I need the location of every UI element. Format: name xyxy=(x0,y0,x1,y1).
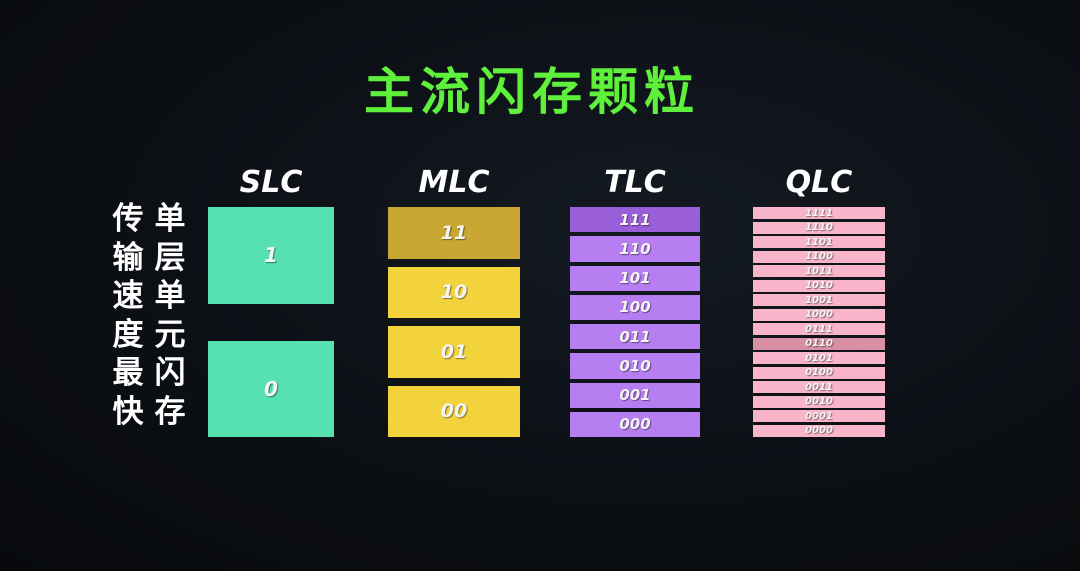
cell-state-1001: 1001 xyxy=(753,294,885,307)
cell-state-1110: 1110 xyxy=(753,221,885,234)
cell-state-1011: 1011 xyxy=(753,265,885,278)
side-char: 闪 xyxy=(154,355,186,391)
side-char: 度 xyxy=(112,316,144,353)
side-char: 速 xyxy=(112,278,144,314)
side-char: 输 xyxy=(112,239,144,276)
side-char: 存 xyxy=(154,393,186,430)
cell-state-0111: 0111 xyxy=(753,323,885,336)
side-char: 最 xyxy=(112,355,144,391)
column-mlc: MLC 11 10 01 00 xyxy=(388,165,520,437)
column-tlc: TLC 111 110 101 100 011 010 001 000 xyxy=(570,165,700,437)
side-char: 元 xyxy=(154,316,186,353)
cell-state-101: 101 xyxy=(570,265,700,291)
cell-state-01: 01 xyxy=(388,326,520,378)
column-header: QLC xyxy=(785,165,853,200)
cell-state-0011: 0011 xyxy=(753,381,885,394)
side-char: 传 xyxy=(112,201,144,237)
cell-state-0100: 0100 xyxy=(753,366,885,379)
cell-state-10: 10 xyxy=(388,266,520,318)
cell-state-1000: 1000 xyxy=(753,308,885,321)
side-char: 单 xyxy=(154,201,186,237)
column-slc: SLC 1 0 xyxy=(208,165,334,437)
side-char: 层 xyxy=(154,239,186,276)
diagram-title: 主流闪存颗粒 xyxy=(364,63,700,121)
side-char: 快 xyxy=(112,393,144,430)
cell-state-1100: 1100 xyxy=(753,250,885,263)
cell-state-00: 00 xyxy=(388,385,520,437)
cell-state-1111: 1111 xyxy=(753,207,885,220)
side-label-slc-desc: 单层单元闪存 xyxy=(148,200,192,431)
cell-state-1010: 1010 xyxy=(753,279,885,292)
cell-state-011: 011 xyxy=(570,324,700,350)
cell-state-111: 111 xyxy=(570,207,700,233)
cell-state-0110: 0110 xyxy=(753,337,885,350)
side-char: 单 xyxy=(154,278,186,314)
cell-state-0001: 0001 xyxy=(753,410,885,423)
cell-state-1: 1 xyxy=(208,207,334,304)
cell-state-001: 001 xyxy=(570,382,700,408)
cell-state-110: 110 xyxy=(570,236,700,262)
cell-state-1101: 1101 xyxy=(753,236,885,249)
cell-state-0: 0 xyxy=(208,340,334,437)
cell-state-000: 000 xyxy=(570,411,700,437)
column-qlc: QLC 1111 1110 1101 1100 1011 1010 1001 1000 0111 0… xyxy=(753,165,885,437)
column-header: TLC xyxy=(604,165,666,200)
cell-state-100: 100 xyxy=(570,294,700,320)
column-header: MLC xyxy=(418,165,490,200)
column-header: SLC xyxy=(239,165,303,200)
cell-state-010: 010 xyxy=(570,353,700,379)
cell-state-0010: 0010 xyxy=(753,395,885,408)
cell-state-11: 11 xyxy=(388,207,520,259)
cell-state-0101: 0101 xyxy=(753,352,885,365)
cell-state-0000: 0000 xyxy=(753,424,885,437)
side-label-speed: 传输速度最快 xyxy=(106,200,150,431)
